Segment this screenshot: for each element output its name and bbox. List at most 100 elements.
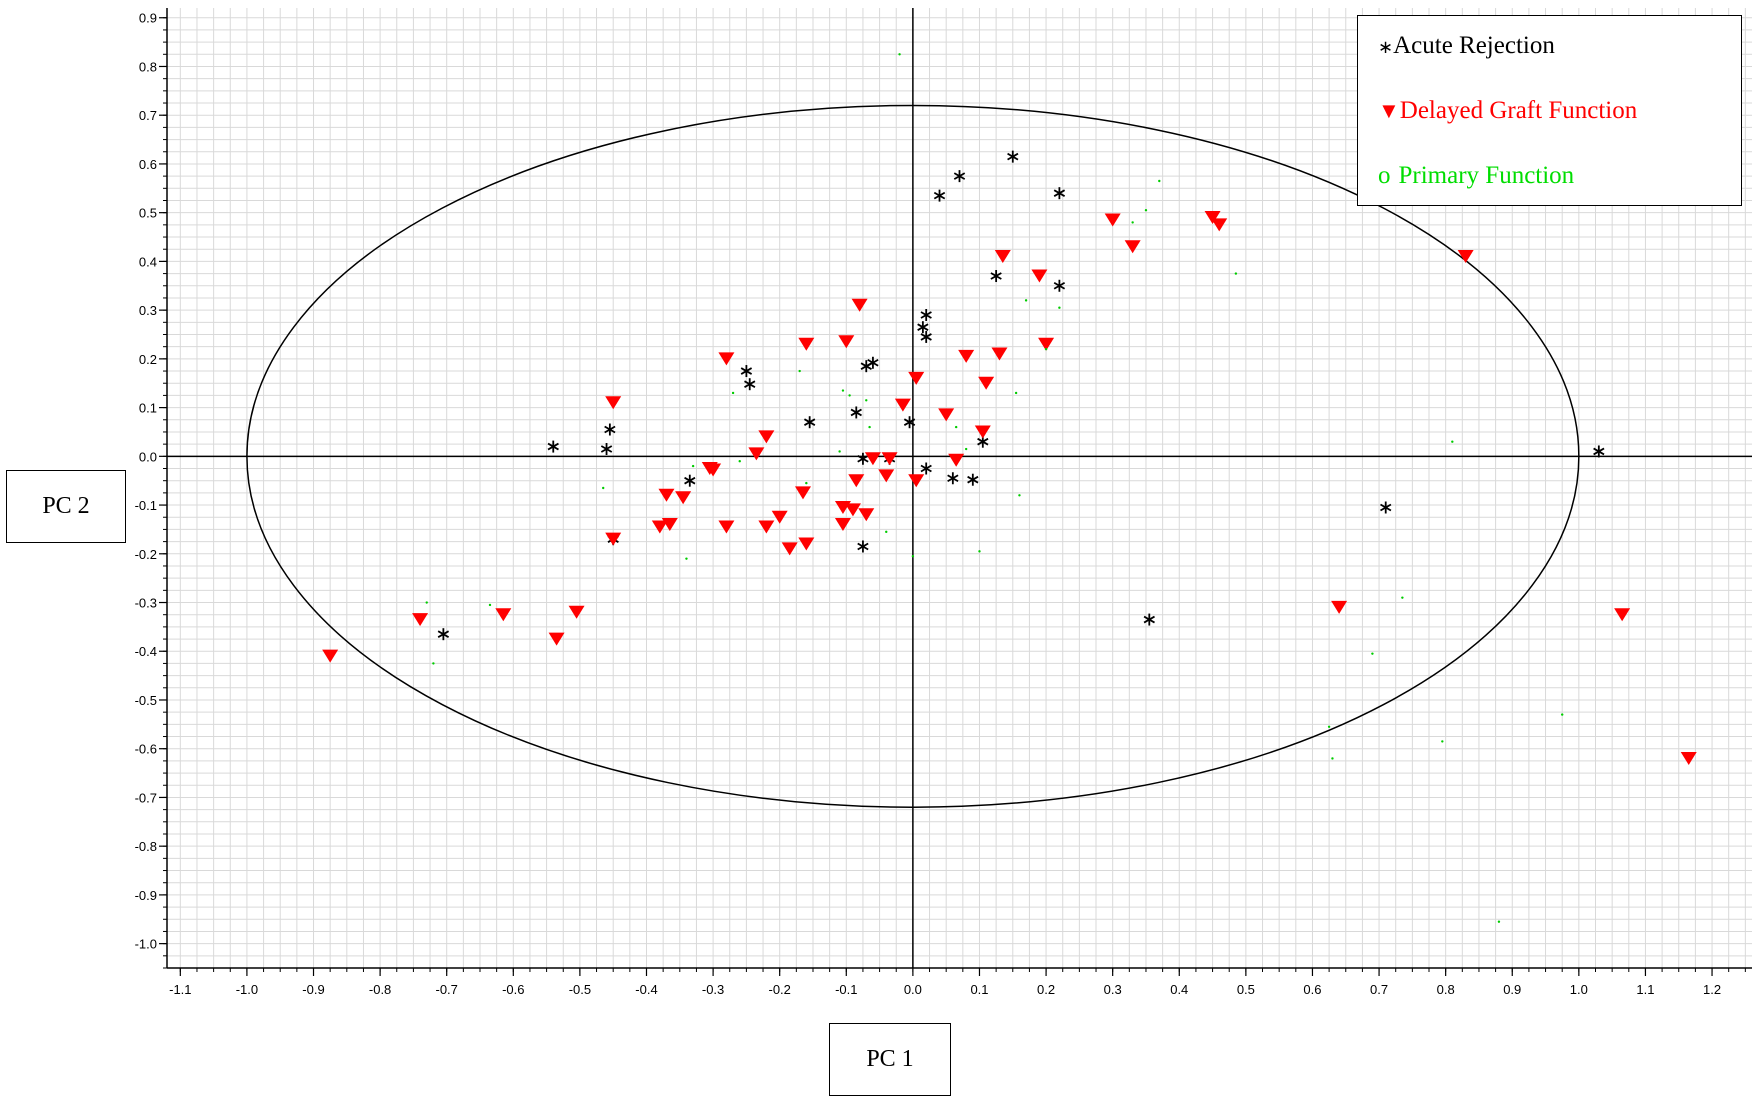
delayed-graft-function-point [1331, 600, 1348, 614]
delayed-graft-function-point [758, 430, 775, 444]
x-tick-label: -0.3 [702, 982, 724, 997]
x-tick-label: -0.4 [635, 982, 657, 997]
primary-function-point [838, 450, 841, 453]
acute-rejection-point [860, 360, 872, 373]
acute-rejection-point [850, 406, 862, 419]
delayed-graft-function-point [878, 469, 895, 483]
acute-rejection-point [920, 309, 932, 322]
y-tick-label: -0.7 [135, 790, 157, 805]
y-tick-label: 0.3 [139, 303, 157, 318]
delayed-graft-function-point [1614, 608, 1631, 622]
x-axis-label-box: PC 1 [829, 1023, 951, 1096]
delayed-graft-function-point [978, 376, 995, 390]
delayed-graft-function-point [948, 453, 965, 467]
delayed-graft-function-point [848, 474, 865, 488]
acute-rejection-point [803, 416, 816, 429]
delayed-graft-function-point [412, 613, 429, 627]
primary-function-point [1451, 440, 1454, 443]
x-axis-label: PC 1 [866, 1046, 914, 1072]
primary-function-point [691, 464, 695, 468]
primary-function-point [1234, 272, 1238, 275]
primary-function-point [1497, 920, 1501, 923]
primary-function-point [1331, 757, 1334, 760]
delayed-graft-function-point [568, 605, 585, 619]
acute-rejection-point [1143, 613, 1155, 626]
y-tick-label: 0.6 [139, 157, 157, 172]
acute-rejection-point [967, 473, 979, 486]
primary-function-point [1024, 299, 1028, 302]
y-tick-label: -0.1 [135, 498, 157, 513]
x-tick-label: 0.0 [904, 982, 922, 997]
primary-function-point [432, 662, 435, 665]
ellipse-outline [246, 104, 1580, 808]
delayed-graft-function-point [605, 396, 622, 410]
primary-function-point [898, 53, 901, 56]
tick-labels: -1.1 -1.0 -0.9 -0.8 -0.7 -0.6 -0.5 -0.4 -0.3 -0.2… [135, 11, 1721, 997]
delayed-graft-function-point [938, 408, 955, 422]
acute-rejection-point [1593, 445, 1605, 458]
x-tick-label: 0.4 [1170, 982, 1188, 997]
delayed-graft-function-point [771, 510, 788, 524]
acute-rejection-point [933, 189, 946, 202]
primary-function-point [805, 481, 808, 485]
primary-function-point [1014, 391, 1018, 395]
primary-function-point [685, 557, 688, 560]
x-tick-label: 0.6 [1303, 982, 1321, 997]
x-tick-label: 1.2 [1703, 982, 1721, 997]
acute-rejection-point [600, 443, 613, 456]
delayed-graft-function-point [838, 335, 855, 349]
acute-rejection-point [903, 416, 916, 429]
x-tick-label: -0.7 [436, 982, 458, 997]
delayed-graft-function-point [1680, 751, 1697, 765]
x-tick-label: -1.0 [236, 982, 258, 997]
primary-function-point [1144, 209, 1148, 212]
acute-rejection-point [684, 474, 696, 487]
primary-function-point [602, 486, 605, 490]
y-tick-label: -0.6 [135, 742, 157, 757]
delayed-graft-function-point [894, 398, 911, 412]
delayed-graft-function-point [651, 520, 668, 534]
delayed-graft-function-point [858, 508, 875, 522]
triangle-down-icon: ▼ [1378, 98, 1400, 123]
delayed-graft-function-point [974, 425, 991, 439]
delayed-graft-function-point [1211, 218, 1228, 232]
primary-function-point [1401, 596, 1404, 599]
primary-function-point [731, 391, 735, 395]
x-tick-label: -0.6 [502, 982, 524, 997]
y-tick-label: 0.2 [139, 352, 157, 367]
primary-function-point [865, 399, 868, 402]
delayed-graft-function-point [798, 337, 815, 351]
acute-rejection-point [547, 440, 559, 453]
delayed-graft-function-point [908, 474, 925, 488]
acute-rejection-point [857, 540, 869, 553]
acute-rejection-point [1380, 501, 1392, 514]
primary-function-point [1018, 494, 1021, 497]
delayed-graft-function-point [798, 537, 815, 551]
x-tick-label: -0.8 [369, 982, 391, 997]
delayed-graft-function-point [322, 649, 339, 663]
y-tick-label: 0.9 [139, 11, 157, 26]
primary-function-point [738, 459, 741, 463]
delayed-graft-function-point [718, 520, 735, 534]
x-tick-label: 0.7 [1370, 982, 1388, 997]
legend-item-delayed-graft-function: ▼Delayed Graft Function [1378, 97, 1637, 125]
acute-rejection-point [1053, 187, 1066, 200]
delayed-graft-function-point [864, 452, 881, 466]
delayed-graft-function-point [675, 491, 692, 505]
primary-function-point [841, 389, 845, 392]
primary-function-point [978, 550, 981, 553]
delayed-graft-function-point [605, 532, 622, 546]
acute-rejection-point [1053, 279, 1066, 292]
delayed-graft-function-point [794, 486, 811, 500]
x-tick-label: 1.0 [1570, 982, 1588, 997]
x-tick-label: 0.3 [1104, 982, 1122, 997]
acute-rejection-point [990, 270, 1002, 283]
x-tick-label: -0.1 [835, 982, 857, 997]
legend-label-primary-function: Primary Function [1398, 162, 1575, 189]
delayed-graft-function-point [834, 518, 851, 532]
primary-function-point [798, 369, 801, 373]
y-tick-label: -0.3 [135, 596, 157, 611]
primary-function-point [1058, 306, 1061, 309]
y-tick-label: 0.4 [139, 254, 157, 269]
y-axis-label: PC 2 [42, 493, 90, 519]
